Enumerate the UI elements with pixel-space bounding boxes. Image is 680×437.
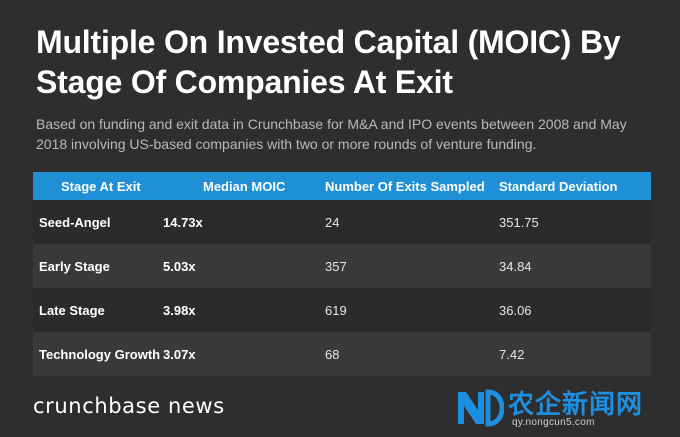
cell-stage: Seed-Angel	[39, 214, 111, 230]
cell-median-moic: 14.73x	[163, 214, 203, 230]
crunchbase-news-logo: crunchbase news	[33, 394, 225, 418]
watermark-url: qy.nongcun5.com	[512, 417, 595, 428]
watermark: 农企新闻网 qy.nongcun5.com	[452, 384, 672, 434]
cell-exits-sampled: 24	[325, 214, 340, 230]
cell-stage: Technology Growth	[39, 346, 161, 362]
column-header-exits-sampled: Number Of Exits Sampled	[325, 178, 485, 194]
cell-standard-deviation: 7.42	[499, 346, 525, 362]
column-header-median-moic: Median MOIC	[203, 178, 286, 194]
watermark-text: 农企新闻网	[508, 390, 644, 420]
cell-median-moic: 5.03x	[163, 258, 196, 274]
cell-median-moic: 3.07x	[163, 346, 196, 362]
moic-table: Stage At Exit Median MOIC Number Of Exit…	[33, 172, 651, 376]
table-row: Early Stage 5.03x 357 34.84	[33, 244, 651, 288]
column-header-standard-deviation: Standard Deviation	[499, 178, 618, 194]
table-row: Late Stage 3.98x 619 36.06	[33, 288, 651, 332]
cell-standard-deviation: 34.84	[499, 258, 532, 274]
watermark-logo-icon	[458, 389, 504, 427]
cell-standard-deviation: 351.75	[499, 214, 539, 230]
table-row: Technology Growth 3.07x 68 7.42	[33, 332, 651, 376]
cell-standard-deviation: 36.06	[499, 302, 532, 318]
cell-stage: Early Stage	[39, 258, 110, 274]
chart-subtitle: Based on funding and exit data in Crunch…	[36, 116, 627, 152]
cell-median-moic: 3.98x	[163, 302, 196, 318]
cell-exits-sampled: 619	[325, 302, 347, 318]
table-row: Seed-Angel 14.73x 24 351.75	[33, 200, 651, 244]
column-header-stage: Stage At Exit	[61, 178, 141, 194]
table-header-row: Stage At Exit Median MOIC Number Of Exit…	[33, 172, 651, 200]
cell-exits-sampled: 357	[325, 258, 347, 274]
chart-title: Multiple On Invested Capital (MOIC) By S…	[36, 24, 621, 100]
cell-stage: Late Stage	[39, 302, 105, 318]
cell-exits-sampled: 68	[325, 346, 340, 362]
